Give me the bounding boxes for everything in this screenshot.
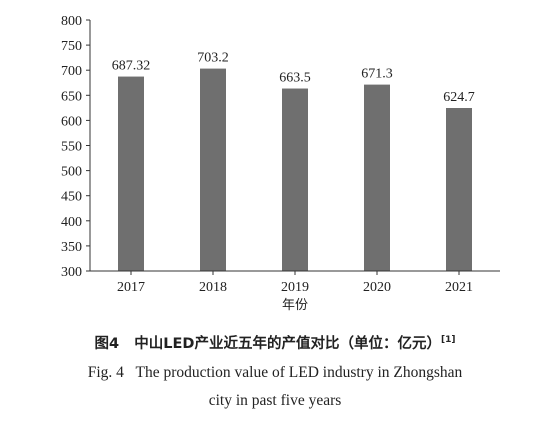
y-tick-label: 550 (61, 140, 82, 155)
x-tick-label-2021: 2021 (445, 280, 473, 295)
data-label-2020: 671.3 (361, 67, 393, 82)
y-tick-label: 350 (61, 240, 82, 255)
y-tick-label: 500 (61, 165, 82, 180)
x-tick-label-2019: 2019 (281, 280, 309, 295)
y-tick-label: 800 (61, 14, 82, 29)
bar-2019 (282, 88, 308, 271)
y-tick-label: 650 (61, 89, 82, 104)
x-tick-label-2018: 2018 (199, 280, 227, 295)
caption-chinese: 图4 中山LED产业近五年的产值对比（单位：亿元）[1] (0, 332, 550, 353)
bar-2018 (200, 68, 226, 271)
reference-mark: [1] (440, 335, 456, 345)
caption-title-cn: 中山LED产业近五年的产值对比（单位：亿元） (134, 336, 441, 352)
y-tick-label: 700 (61, 64, 82, 79)
data-label-2017: 687.32 (112, 59, 151, 74)
caption-title-en: The production value of LED industry in … (135, 364, 463, 381)
bar-chart: 300 350 400 450 500 550 600 650 700 750 800 687.32… (61, 14, 500, 313)
y-tick-label: 400 (61, 215, 82, 230)
bar-2020 (364, 84, 390, 272)
x-tick-label-2017: 2017 (117, 280, 145, 295)
y-tick-label: 600 (61, 114, 82, 129)
bar-2021 (446, 108, 472, 271)
caption-english-line2: city in past five years (208, 392, 342, 409)
bar-series: 687.32 703.2 663.5 671.3 624.7 (112, 51, 475, 272)
data-label-2019: 663.5 (279, 71, 311, 86)
x-axis-title: 年份 (282, 298, 308, 313)
y-tick-label: 450 (61, 190, 82, 205)
y-tick-label: 750 (61, 39, 82, 54)
x-tick-label-2020: 2020 (363, 280, 391, 295)
y-axis: 300 350 400 450 500 550 600 650 700 750 800 (61, 14, 90, 280)
y-tick-label: 300 (61, 265, 82, 280)
figure-number-en: Fig. 4 (87, 364, 124, 381)
caption-english-line1: Fig. 4 The production value of LED indus… (0, 364, 550, 382)
figure-number-cn: 图4 (94, 336, 120, 352)
bar-2017 (118, 76, 144, 271)
data-label-2018: 703.2 (197, 51, 229, 66)
data-label-2021: 624.7 (443, 90, 475, 105)
x-axis: 2017 2018 2019 2020 2021 (117, 271, 473, 295)
